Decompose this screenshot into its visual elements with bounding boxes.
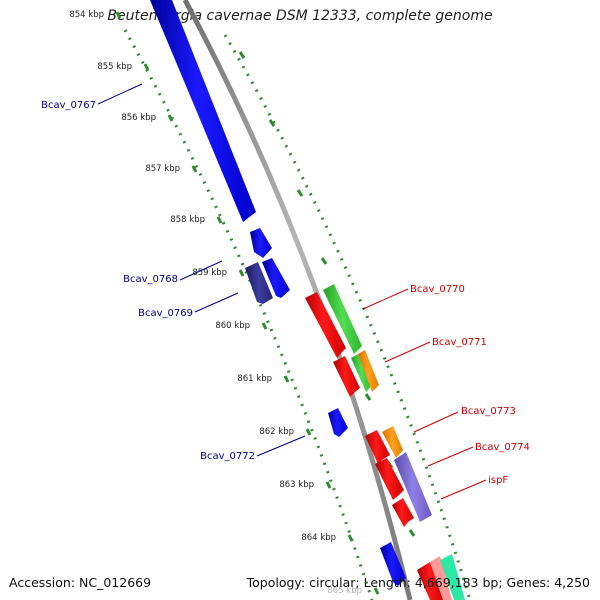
tick-labels: 854 kbp 855 kbp 856 kbp 857 kbp 858 kbp 859 k… bbox=[69, 10, 362, 596]
tick-label: 861 kbp bbox=[237, 374, 272, 384]
tick-mark bbox=[115, 11, 122, 19]
tick-mark bbox=[261, 322, 268, 330]
gene-bcav-0770[interactable] bbox=[305, 292, 346, 358]
tick-label: 859 kbp bbox=[192, 268, 227, 278]
genome-backbone bbox=[182, 0, 413, 600]
label-line-bcav-0773 bbox=[413, 411, 459, 433]
label-line-ispf bbox=[440, 479, 487, 500]
label-line-bcav-0770 bbox=[362, 288, 409, 310]
gene-bcav-0767[interactable] bbox=[150, 0, 256, 222]
gene-small-blue-1[interactable] bbox=[250, 228, 272, 258]
gene-bcav-0770-green[interactable] bbox=[323, 284, 362, 354]
tick-mark bbox=[143, 63, 150, 71]
outer-tick-mark bbox=[320, 257, 328, 265]
gene-bcav-0771-green[interactable] bbox=[351, 354, 372, 392]
gene-lower-red[interactable] bbox=[417, 562, 444, 600]
label-line-bcav-0768 bbox=[179, 260, 223, 281]
tick-label: 857 kbp bbox=[145, 164, 180, 174]
label-bcav-0770[interactable]: Bcav_0770 bbox=[410, 284, 465, 295]
gene-ispf[interactable] bbox=[392, 498, 414, 527]
accession-text: Accession: NC_012669 bbox=[9, 575, 152, 590]
gene-bcav-0769[interactable] bbox=[262, 258, 290, 298]
label-line-bcav-0774 bbox=[427, 446, 474, 467]
gene-bcav-0774-purple[interactable] bbox=[394, 452, 432, 522]
tick-mark bbox=[373, 587, 380, 595]
label-line-bcav-0771 bbox=[384, 341, 431, 363]
label-line-bcav-0772 bbox=[256, 435, 306, 457]
label-bcav-0767[interactable]: Bcav_0767 bbox=[41, 100, 96, 111]
outer-tick-mark bbox=[408, 529, 416, 537]
label-bcav-0768[interactable]: Bcav_0768 bbox=[123, 274, 178, 285]
gene-bcav-0774[interactable] bbox=[375, 458, 404, 500]
label-bcav-0769[interactable]: Bcav_0769 bbox=[138, 308, 193, 319]
outer-tick-mark bbox=[268, 119, 276, 127]
tick-mark bbox=[305, 428, 312, 436]
label-bcav-0772[interactable]: Bcav_0772 bbox=[200, 451, 255, 462]
tick-label: 865 kbp bbox=[327, 586, 362, 596]
gene-bcav-0771[interactable] bbox=[333, 356, 360, 397]
outer-tick-mark bbox=[296, 189, 304, 197]
tick-mark bbox=[347, 534, 354, 542]
tick-label: 856 kbp bbox=[121, 113, 156, 123]
gene-small-blue-2[interactable] bbox=[380, 542, 406, 586]
label-bcav-0771[interactable]: Bcav_0771 bbox=[432, 337, 487, 348]
tick-marks bbox=[115, 11, 416, 595]
tick-mark bbox=[325, 481, 332, 489]
map-title: Beutenbergia cavernae DSM 12333, complet… bbox=[107, 8, 493, 24]
gene-bcav-0773-orange[interactable] bbox=[382, 426, 403, 458]
tick-label: 854 kbp bbox=[69, 10, 104, 20]
gene-bcav-0773[interactable] bbox=[365, 430, 390, 464]
label-bcav-0774[interactable]: Bcav_0774 bbox=[475, 442, 530, 453]
topology-text: Topology: circular; Length: 4,669,183 bp… bbox=[246, 575, 590, 590]
tick-label: 862 kbp bbox=[259, 427, 294, 437]
tick-mark bbox=[167, 114, 174, 122]
gene-lower-teal[interactable] bbox=[440, 554, 465, 600]
outer-tick-mark bbox=[238, 51, 246, 59]
tick-label: 855 kbp bbox=[97, 62, 132, 72]
label-line-bcav-0769 bbox=[194, 292, 239, 313]
label-bcav-0773[interactable]: Bcav_0773 bbox=[461, 406, 516, 417]
tick-label: 864 kbp bbox=[301, 533, 336, 543]
tick-mark bbox=[191, 165, 198, 173]
gene-bcav-0768[interactable] bbox=[245, 262, 273, 304]
tick-mark bbox=[283, 375, 290, 383]
gene-lower-pink[interactable] bbox=[430, 556, 452, 600]
outer-tick-mark bbox=[364, 393, 372, 401]
gene-bcav-0771-orange[interactable] bbox=[358, 350, 379, 392]
tick-label: 863 kbp bbox=[279, 480, 314, 490]
tick-mark bbox=[216, 216, 223, 224]
tick-mark bbox=[238, 269, 245, 277]
tick-label: 860 kbp bbox=[215, 321, 250, 331]
tick-label: 858 kbp bbox=[170, 215, 205, 225]
label-line-bcav-0767 bbox=[97, 83, 143, 105]
gene-bcav-0772[interactable] bbox=[328, 408, 348, 437]
label-ispf[interactable]: ispF bbox=[488, 475, 508, 486]
